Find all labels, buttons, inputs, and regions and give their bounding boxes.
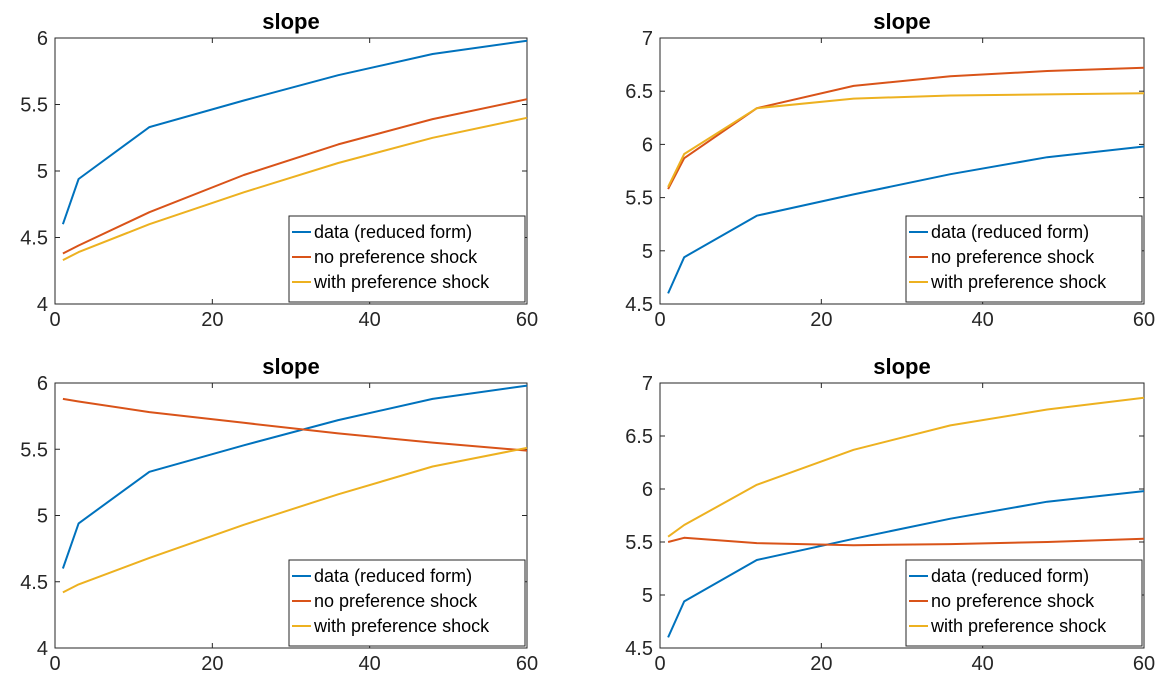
legend-box	[905, 215, 1143, 303]
y-tick-label: 6.5	[625, 81, 653, 103]
y-tick-label: 4.5	[20, 228, 48, 250]
x-tick-label: 40	[359, 309, 381, 331]
y-tick-label: 6.5	[625, 426, 653, 448]
x-tick-label: 0	[49, 309, 60, 331]
series-line-3	[62, 446, 528, 594]
series-line-1	[61, 39, 528, 225]
legend: data (reduced form) no preference shock wi…	[905, 559, 1143, 647]
x-tick-label: 60	[516, 309, 538, 331]
series-line-3	[62, 116, 528, 261]
y-tick-label: 5	[37, 506, 48, 528]
x-tick-label: 20	[810, 309, 832, 331]
legend-label: data (reduced form)	[314, 222, 472, 242]
legend-box	[288, 215, 526, 303]
series-line-2	[667, 536, 1145, 547]
series-line-3	[667, 92, 1145, 188]
legend-label: no preference shock	[314, 247, 478, 267]
y-tick-label: 5	[642, 585, 653, 607]
y-tick-label: 5.5	[625, 532, 653, 554]
x-tick-label: 0	[49, 653, 60, 675]
y-tick-label: 5	[37, 161, 48, 183]
x-tick-label: 60	[1133, 653, 1155, 675]
series-line-1	[667, 145, 1145, 294]
y-tick-label: 4.5	[20, 572, 48, 594]
x-tick-label: 60	[516, 653, 538, 675]
y-tick-label: 6	[642, 479, 653, 501]
x-tick-label: 20	[201, 309, 223, 331]
legend-label: with preference shock	[930, 272, 1107, 292]
legend-label: data (reduced form)	[931, 566, 1089, 586]
chart-title: slope	[873, 354, 930, 379]
legend-label: data (reduced form)	[314, 566, 472, 586]
chart-title: slope	[262, 354, 319, 379]
x-tick-label: 40	[359, 653, 381, 675]
y-tick-label: 5.5	[625, 188, 653, 210]
series-line-1	[61, 384, 528, 569]
legend-label: data (reduced form)	[931, 222, 1089, 242]
x-tick-label: 0	[654, 653, 665, 675]
legend-label: with preference shock	[313, 272, 490, 292]
y-tick-label: 4	[37, 294, 48, 316]
subplot-3: 0 20 40 60 4 4.5 5 5.5 6 slope data (reduced form)…	[20, 354, 538, 675]
legend-label: with preference shock	[930, 616, 1107, 636]
y-tick-label: 7	[642, 373, 653, 395]
series-line-2	[667, 66, 1145, 190]
subplot-2: 0 20 40 60 4.5 5 5.5 6 6.5 7 slope data (reduced fo…	[625, 9, 1155, 331]
chart-title: slope	[873, 9, 930, 34]
y-tick-label: 6	[37, 373, 48, 395]
y-tick-label: 4.5	[625, 638, 653, 660]
legend-label: no preference shock	[314, 591, 478, 611]
chart-title: slope	[262, 9, 319, 34]
legend-label: no preference shock	[931, 247, 1095, 267]
y-tick-label: 5.5	[20, 95, 48, 117]
series-line-3	[667, 396, 1145, 538]
y-tick-label: 4.5	[625, 294, 653, 316]
y-tick-label: 6	[37, 28, 48, 50]
x-tick-label: 20	[810, 653, 832, 675]
legend: data (reduced form) no preference shock wi…	[905, 215, 1143, 303]
legend-box	[905, 559, 1143, 647]
x-tick-label: 20	[201, 653, 223, 675]
x-tick-label: 40	[972, 653, 994, 675]
subplot-4: 0 20 40 60 4.5 5 5.5 6 6.5 7 slope data (reduced fo…	[625, 354, 1155, 675]
series-line-2	[62, 98, 528, 255]
y-tick-label: 5	[642, 241, 653, 263]
series-line-1	[667, 490, 1145, 638]
x-tick-label: 40	[972, 309, 994, 331]
legend: data (reduced form) no preference shock wi…	[288, 559, 526, 647]
y-tick-label: 7	[642, 28, 653, 50]
legend-label: no preference shock	[931, 591, 1095, 611]
subplot-1: 0 20 40 60 4 4.5 5 5.5 6 slope data (reduced form)…	[20, 9, 538, 331]
series-line-2	[62, 397, 528, 452]
legend-label: with preference shock	[313, 616, 490, 636]
x-tick-label: 60	[1133, 309, 1155, 331]
x-tick-label: 0	[654, 309, 665, 331]
y-tick-label: 5.5	[20, 439, 48, 461]
legend: data (reduced form) no preference shock wi…	[288, 215, 526, 303]
y-tick-label: 6	[642, 134, 653, 156]
y-tick-label: 4	[37, 638, 48, 660]
legend-box	[288, 559, 526, 647]
